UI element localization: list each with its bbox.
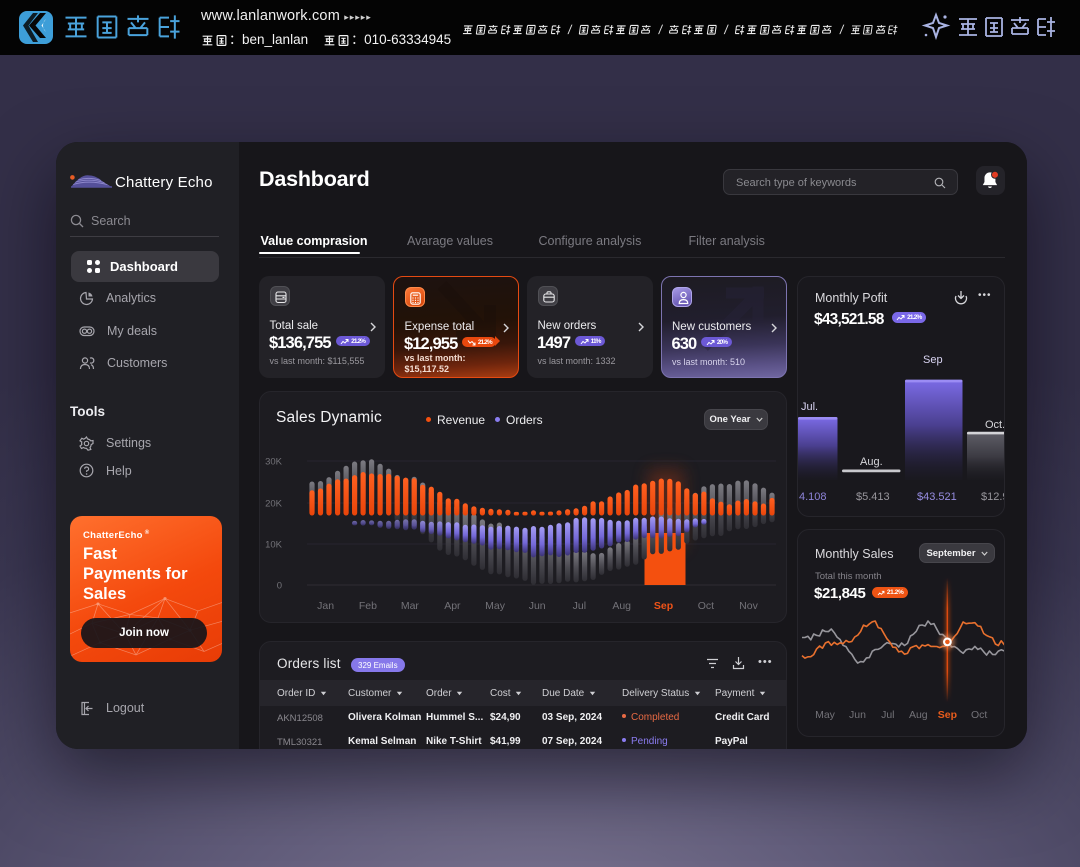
svg-text:Jul: Jul bbox=[573, 600, 586, 612]
svg-text:0: 0 bbox=[277, 581, 282, 592]
svg-text:Sep: Sep bbox=[938, 709, 957, 721]
svg-text:Oct.: Oct. bbox=[985, 419, 1005, 431]
svg-text:$12.985: $12.985 bbox=[981, 491, 1005, 503]
svg-text:Jun: Jun bbox=[849, 709, 866, 721]
svg-text:Aug: Aug bbox=[612, 600, 631, 612]
svg-text:Aug: Aug bbox=[909, 709, 928, 721]
svg-text:Sep: Sep bbox=[923, 354, 943, 366]
svg-text:Jan: Jan bbox=[317, 600, 334, 612]
svg-text:Apr: Apr bbox=[444, 600, 461, 612]
svg-text:$5.413: $5.413 bbox=[856, 491, 890, 503]
svg-text:Aug.: Aug. bbox=[860, 456, 883, 468]
svg-text:Mar: Mar bbox=[401, 600, 420, 612]
svg-text:$43.521: $43.521 bbox=[917, 491, 957, 503]
svg-text:Feb: Feb bbox=[359, 600, 377, 612]
svg-text:May: May bbox=[485, 600, 506, 612]
svg-text:Oct: Oct bbox=[698, 600, 714, 612]
svg-text:20K: 20K bbox=[265, 499, 283, 510]
svg-text:May: May bbox=[815, 709, 836, 721]
svg-text:30K: 30K bbox=[265, 457, 283, 468]
svg-text:Nov: Nov bbox=[739, 600, 758, 612]
svg-text:10K: 10K bbox=[265, 540, 283, 551]
svg-text:Jun: Jun bbox=[529, 600, 546, 612]
svg-text:Oct: Oct bbox=[971, 709, 987, 721]
svg-text:Jul: Jul bbox=[881, 709, 894, 721]
svg-text:4.108: 4.108 bbox=[799, 491, 827, 503]
svg-text:Sep: Sep bbox=[654, 600, 673, 612]
svg-text:Jul.: Jul. bbox=[801, 401, 818, 413]
